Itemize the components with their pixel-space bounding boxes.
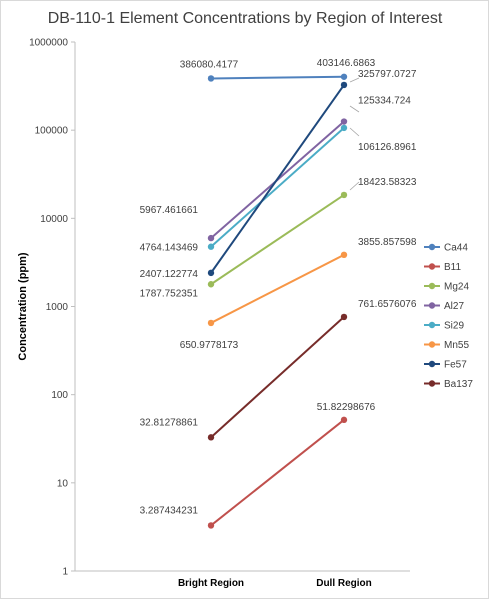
- legend-marker: [428, 380, 436, 387]
- chart-title: DB-110-1 Element Concentrations by Regio…: [47, 10, 443, 27]
- y-tick-label: 10: [57, 478, 69, 489]
- label-leader-line: [349, 127, 360, 137]
- legend-item-si29: Si29: [424, 321, 464, 332]
- data-point: [207, 243, 215, 250]
- legend-item-b11: B11: [424, 262, 461, 273]
- series-line: [210, 419, 345, 527]
- series-ba137: [207, 313, 348, 441]
- legend-marker: [428, 360, 436, 368]
- series-line: [210, 75, 345, 80]
- data-point: [207, 75, 215, 82]
- y-tick-label: 10000: [40, 214, 68, 225]
- data-label: 2407.122774: [140, 269, 199, 280]
- legend-label: Ca44: [444, 243, 468, 254]
- data-point: [340, 81, 348, 89]
- data-point: [207, 234, 215, 242]
- data-point: [207, 281, 215, 288]
- data-label: 32.81278861: [140, 417, 199, 428]
- series-fe57: [207, 81, 348, 277]
- data-point: [340, 191, 348, 199]
- data-point: [207, 434, 215, 441]
- legend-item-fe57: Fe57: [424, 360, 467, 371]
- data-point: [340, 124, 348, 132]
- legend-item-mn55: Mn55: [424, 340, 469, 351]
- legend-item-al27: Al27: [424, 301, 464, 312]
- data-label: 106126.8961: [358, 142, 417, 153]
- data-labels: 386080.4177 403146.6863 3.287434231 51.8229…: [140, 58, 417, 517]
- data-label: 125334.724: [358, 96, 411, 107]
- data-label: 386080.4177: [180, 59, 239, 70]
- x-category-label: Dull Region: [316, 578, 372, 589]
- legend-marker: [428, 302, 436, 309]
- legend-item-ca44: Ca44: [424, 243, 468, 254]
- data-label: 3855.857598: [358, 237, 417, 248]
- legend-item-ba137: Ba137: [424, 379, 473, 390]
- legend-label: Fe57: [444, 360, 467, 371]
- series-si29: [207, 124, 348, 250]
- data-label: 18423.58323: [358, 177, 417, 188]
- legend-label: Al27: [444, 301, 464, 312]
- data-label: 761.6576076: [358, 299, 417, 310]
- series-lines: [207, 73, 348, 529]
- data-point: [207, 319, 215, 327]
- y-tick-label: 1000: [46, 302, 69, 313]
- series-line: [210, 253, 345, 324]
- data-point: [340, 251, 348, 259]
- legend-label: Mg24: [444, 282, 469, 293]
- y-tick-label: 1: [62, 567, 68, 578]
- series-ca44: [207, 73, 348, 82]
- legend-label: Ba137: [444, 379, 473, 390]
- label-leader-line: [349, 181, 360, 191]
- data-label: 1787.752351: [140, 288, 199, 299]
- series-mn55: [207, 251, 348, 327]
- legend-marker: [428, 243, 436, 251]
- data-label: 325797.0727: [358, 69, 417, 80]
- legend: Ca44 B11 Mg24 Al27 Si29 Mn55 Fe57 Ba137: [424, 243, 473, 390]
- data-label: 5967.461661: [140, 205, 199, 216]
- series-line: [210, 194, 345, 286]
- legend-item-mg24: Mg24: [424, 282, 469, 293]
- legend-marker: [428, 282, 436, 290]
- data-point: [340, 313, 348, 321]
- data-point: [340, 118, 348, 125]
- y-tick-label: 100: [51, 390, 68, 401]
- series-line: [210, 84, 345, 274]
- legend-marker: [428, 321, 436, 329]
- legend-marker: [428, 263, 436, 270]
- legend-label: Mn55: [444, 340, 469, 351]
- data-label: 4764.143469: [140, 243, 199, 254]
- data-label: 51.82298676: [317, 402, 376, 413]
- data-label: 650.9778173: [180, 340, 239, 351]
- series-b11: [207, 416, 348, 529]
- legend-marker: [428, 341, 436, 348]
- label-leader-line: [349, 105, 360, 113]
- series-line: [210, 127, 345, 248]
- data-label: 403146.6863: [317, 58, 376, 69]
- label-leader-line: [349, 77, 360, 83]
- data-point: [340, 416, 348, 424]
- data-point: [340, 73, 348, 80]
- data-point: [207, 269, 215, 277]
- data-point: [207, 522, 215, 529]
- series-line: [210, 316, 345, 439]
- data-label: 3.287434231: [140, 505, 199, 516]
- legend-label: Si29: [444, 321, 464, 332]
- axes: 1 10 100 1000 10000 100000 1000000 Bright Regio…: [17, 38, 410, 589]
- series-mg24: [207, 191, 348, 288]
- y-tick-label: 1000000: [29, 38, 68, 49]
- y-tick-label: 100000: [35, 126, 69, 137]
- legend-label: B11: [444, 262, 461, 273]
- y-axis-title: Concentration (ppm): [17, 252, 29, 360]
- x-category-label: Bright Region: [178, 578, 244, 589]
